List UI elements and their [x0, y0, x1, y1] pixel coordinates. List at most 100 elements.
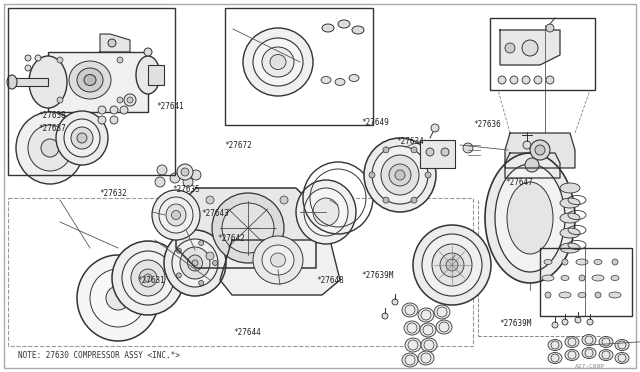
Ellipse shape: [434, 305, 450, 319]
Ellipse shape: [560, 228, 580, 238]
Ellipse shape: [131, 260, 165, 296]
Ellipse shape: [192, 260, 198, 266]
Ellipse shape: [322, 24, 334, 32]
Circle shape: [124, 94, 136, 106]
Ellipse shape: [582, 347, 596, 359]
Circle shape: [108, 39, 116, 47]
Ellipse shape: [16, 112, 84, 184]
Ellipse shape: [106, 286, 130, 310]
Circle shape: [587, 319, 593, 325]
Circle shape: [411, 197, 417, 203]
Ellipse shape: [321, 77, 331, 83]
Ellipse shape: [389, 164, 411, 186]
Ellipse shape: [77, 68, 103, 92]
Circle shape: [530, 140, 550, 160]
Ellipse shape: [172, 211, 180, 219]
Ellipse shape: [495, 164, 565, 272]
Circle shape: [463, 143, 473, 153]
Ellipse shape: [29, 56, 67, 108]
Ellipse shape: [560, 198, 580, 208]
Bar: [8, 198, 473, 346]
Ellipse shape: [404, 321, 420, 335]
Ellipse shape: [485, 153, 575, 283]
Circle shape: [510, 76, 518, 84]
Ellipse shape: [560, 243, 580, 253]
Ellipse shape: [402, 353, 418, 367]
Circle shape: [198, 241, 204, 246]
Ellipse shape: [592, 275, 604, 281]
Circle shape: [369, 172, 375, 178]
Ellipse shape: [422, 234, 482, 296]
Ellipse shape: [304, 188, 348, 236]
Text: A27:C00P: A27:C00P: [575, 363, 605, 369]
Ellipse shape: [565, 337, 579, 347]
Ellipse shape: [77, 255, 159, 341]
Ellipse shape: [7, 75, 17, 89]
Circle shape: [191, 170, 201, 180]
Circle shape: [120, 106, 128, 114]
Circle shape: [98, 106, 106, 114]
Ellipse shape: [262, 245, 294, 275]
Ellipse shape: [243, 28, 313, 96]
Circle shape: [157, 165, 167, 175]
Ellipse shape: [139, 269, 157, 287]
Ellipse shape: [164, 230, 226, 296]
Ellipse shape: [576, 259, 588, 265]
Ellipse shape: [313, 198, 339, 226]
Circle shape: [35, 55, 41, 61]
Polygon shape: [176, 188, 316, 268]
Ellipse shape: [542, 275, 554, 281]
Ellipse shape: [136, 56, 160, 94]
Ellipse shape: [338, 20, 350, 28]
Circle shape: [181, 168, 189, 176]
Circle shape: [612, 259, 618, 265]
Bar: [8, 8, 175, 175]
Ellipse shape: [56, 111, 108, 165]
Ellipse shape: [166, 204, 186, 226]
Text: *27634: *27634: [397, 137, 424, 146]
Ellipse shape: [270, 55, 286, 70]
Circle shape: [525, 158, 539, 172]
Circle shape: [535, 145, 545, 155]
Ellipse shape: [159, 197, 193, 233]
Ellipse shape: [152, 190, 200, 240]
Ellipse shape: [440, 253, 464, 277]
Circle shape: [579, 275, 585, 281]
Ellipse shape: [172, 239, 218, 287]
Circle shape: [383, 197, 389, 203]
Ellipse shape: [188, 255, 202, 271]
Text: *27639M: *27639M: [499, 319, 532, 328]
Ellipse shape: [599, 337, 613, 347]
Text: *27672: *27672: [224, 141, 252, 150]
Ellipse shape: [609, 292, 621, 298]
Circle shape: [546, 24, 554, 32]
Ellipse shape: [122, 251, 174, 305]
Ellipse shape: [64, 119, 100, 157]
Ellipse shape: [544, 260, 552, 264]
Ellipse shape: [418, 308, 434, 322]
Circle shape: [498, 76, 506, 84]
Circle shape: [383, 147, 389, 153]
Circle shape: [441, 148, 449, 156]
Ellipse shape: [84, 74, 96, 86]
Circle shape: [117, 57, 123, 63]
Circle shape: [212, 260, 218, 266]
Circle shape: [57, 57, 63, 63]
Circle shape: [280, 252, 288, 260]
Circle shape: [552, 322, 558, 328]
Circle shape: [25, 55, 31, 61]
Ellipse shape: [611, 276, 619, 280]
Text: *27649: *27649: [362, 118, 389, 127]
Ellipse shape: [335, 78, 345, 86]
Circle shape: [505, 43, 515, 53]
Ellipse shape: [582, 334, 596, 346]
Ellipse shape: [578, 292, 586, 298]
Circle shape: [57, 97, 63, 103]
Ellipse shape: [405, 338, 421, 352]
Circle shape: [144, 48, 152, 56]
Text: *27643: *27643: [202, 209, 229, 218]
Circle shape: [183, 177, 193, 187]
Bar: [148, 65, 164, 85]
Text: *27637: *27637: [38, 124, 66, 133]
Text: *27631: *27631: [138, 276, 165, 285]
